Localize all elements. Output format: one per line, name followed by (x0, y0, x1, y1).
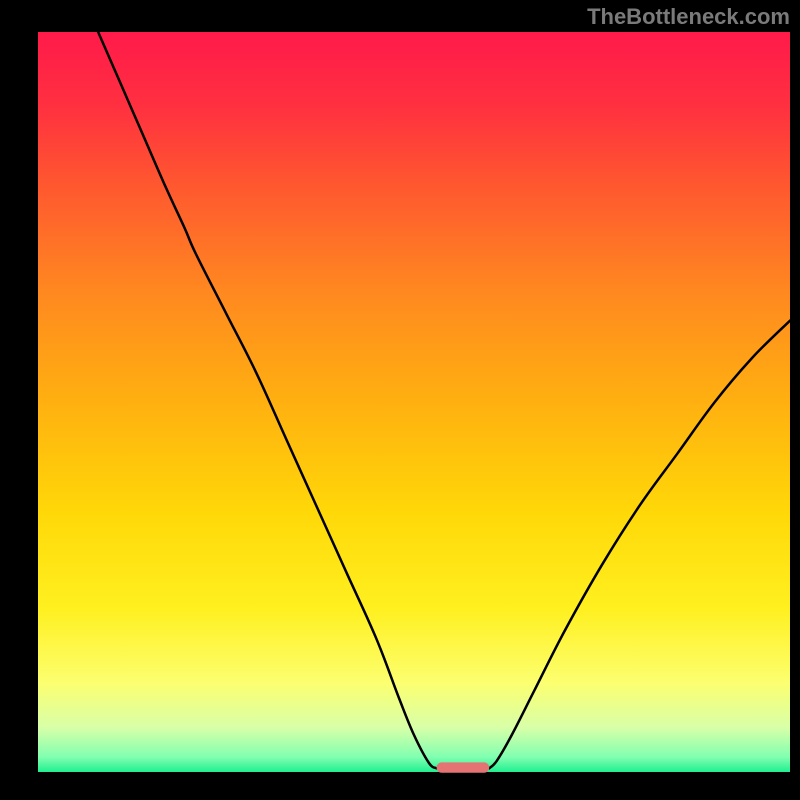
bottleneck-chart (0, 0, 800, 800)
watermark-text: TheBottleneck.com (587, 4, 790, 30)
optimal-marker (437, 762, 490, 772)
chart-container: TheBottleneck.com (0, 0, 800, 800)
